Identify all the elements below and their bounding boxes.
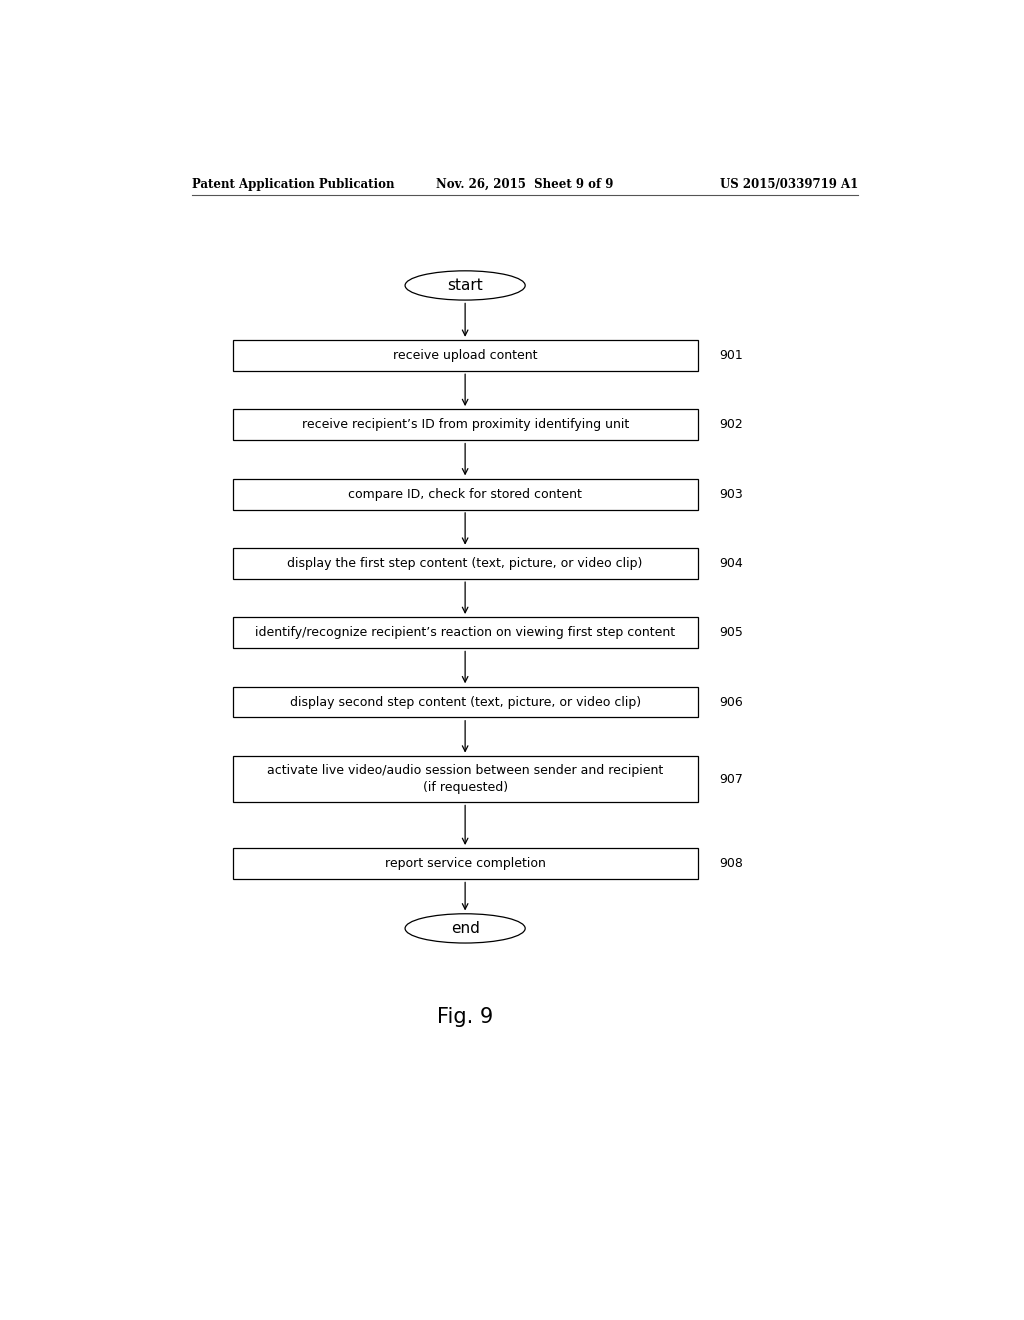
Text: US 2015/0339719 A1: US 2015/0339719 A1 <box>720 178 858 190</box>
Text: 906: 906 <box>719 696 743 709</box>
Text: end: end <box>451 921 479 936</box>
Text: receive recipient’s ID from proximity identifying unit: receive recipient’s ID from proximity id… <box>301 418 629 432</box>
Ellipse shape <box>406 913 525 942</box>
Text: receive upload content: receive upload content <box>393 348 538 362</box>
Text: 908: 908 <box>719 857 743 870</box>
Text: report service completion: report service completion <box>385 857 546 870</box>
FancyBboxPatch shape <box>232 618 697 648</box>
Text: start: start <box>447 279 483 293</box>
Text: activate live video/audio session between sender and recipient
(if requested): activate live video/audio session betwee… <box>267 764 664 795</box>
Text: Patent Application Publication: Patent Application Publication <box>191 178 394 190</box>
FancyBboxPatch shape <box>232 409 697 440</box>
Text: 901: 901 <box>719 348 743 362</box>
Text: Nov. 26, 2015  Sheet 9 of 9: Nov. 26, 2015 Sheet 9 of 9 <box>436 178 613 190</box>
FancyBboxPatch shape <box>232 849 697 879</box>
Text: 904: 904 <box>719 557 743 570</box>
Text: 907: 907 <box>719 772 743 785</box>
FancyBboxPatch shape <box>232 756 697 803</box>
Text: display the first step content (text, picture, or video clip): display the first step content (text, pi… <box>288 557 643 570</box>
Text: display second step content (text, picture, or video clip): display second step content (text, pictu… <box>290 696 641 709</box>
Ellipse shape <box>406 271 525 300</box>
Text: 903: 903 <box>719 487 743 500</box>
FancyBboxPatch shape <box>232 479 697 510</box>
FancyBboxPatch shape <box>232 548 697 578</box>
Text: 905: 905 <box>719 626 743 639</box>
FancyBboxPatch shape <box>232 686 697 717</box>
Text: compare ID, check for stored content: compare ID, check for stored content <box>348 487 582 500</box>
Text: 902: 902 <box>719 418 743 432</box>
Text: Fig. 9: Fig. 9 <box>437 1007 494 1027</box>
FancyBboxPatch shape <box>232 341 697 371</box>
Text: identify/recognize recipient’s reaction on viewing first step content: identify/recognize recipient’s reaction … <box>255 626 675 639</box>
